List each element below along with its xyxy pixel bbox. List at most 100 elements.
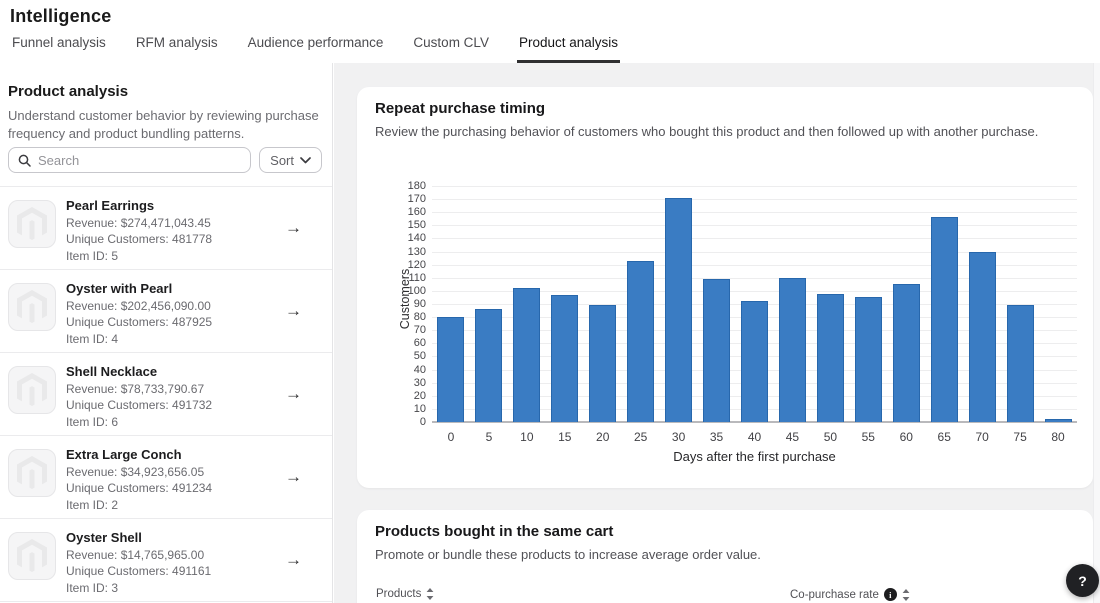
chart-gridline — [432, 212, 1077, 214]
search-input[interactable] — [38, 152, 242, 168]
arrow-right-icon[interactable]: → — [285, 384, 302, 403]
sidebar-title: Product analysis — [8, 83, 129, 100]
chart-bar[interactable] — [778, 277, 806, 422]
chart-y-tick-label: 90 — [413, 298, 426, 310]
chart-y-tick-label: 60 — [413, 337, 426, 350]
search-icon — [18, 154, 31, 167]
chart-y-tick-label: 120 — [407, 258, 426, 271]
chart-x-tick-label: 60 — [899, 430, 913, 444]
chart-x-tick-label: 75 — [1013, 430, 1027, 444]
tab-audience-performance[interactable]: Audience performance — [247, 35, 384, 50]
magento-logo-icon — [17, 539, 47, 572]
chart-bar[interactable] — [968, 251, 996, 422]
product-list-item[interactable]: Shell Necklace Revenue: $78,733,790.67 U… — [0, 353, 332, 436]
chart-bar[interactable] — [892, 284, 920, 422]
chart-x-tick-label: 10 — [520, 430, 534, 444]
page-title: Intelligence — [10, 6, 112, 26]
chart-y-tick-label: 80 — [413, 311, 426, 324]
chart-bar[interactable] — [475, 309, 503, 422]
cart-card-subtitle: Promote or bundle these products to incr… — [375, 547, 761, 562]
chart-bar[interactable] — [513, 288, 541, 422]
chart-bar[interactable] — [1006, 305, 1034, 422]
chart-x-tick-label: 30 — [671, 430, 686, 444]
chart-gridline — [432, 238, 1077, 240]
repeat-card-title: Repeat purchase timing — [375, 100, 546, 117]
search-input-wrapper[interactable] — [8, 147, 252, 173]
tab-bar: Funnel analysis RFM analysis Audience pe… — [10, 27, 621, 63]
product-item-id: Item ID: 2 — [66, 497, 119, 512]
product-name: Shell Necklace — [66, 364, 158, 379]
chart-x-tick-label: 5 — [485, 430, 493, 444]
product-name: Extra Large Conch — [66, 447, 182, 462]
chart-bar[interactable] — [551, 294, 579, 422]
chart-x-tick-label: 55 — [861, 430, 875, 444]
chart-gridline — [432, 225, 1077, 227]
sort-arrows-icon[interactable] — [426, 588, 434, 600]
repeat-purchase-bar-chart: 0 10 20 30 40 50 60 70 80 90 100 110 120 130 140 150 160… — [408, 180, 1077, 444]
arrow-right-icon[interactable]: → — [285, 218, 302, 237]
chart-bar[interactable] — [930, 217, 958, 422]
sort-button-label: Sort — [270, 152, 294, 168]
sort-button[interactable]: Sort — [259, 147, 322, 173]
tab-rfm-analysis[interactable]: RFM analysis — [135, 35, 218, 50]
chart-bar[interactable] — [703, 279, 731, 422]
arrow-right-icon[interactable]: → — [285, 550, 302, 569]
product-sidebar: Product analysis Understand customer beh… — [0, 63, 333, 603]
magento-logo-icon — [17, 456, 47, 489]
chart-gridline — [432, 277, 1077, 279]
tab-product-analysis[interactable]: Product analysis — [516, 27, 621, 63]
product-unique-customers: Unique Customers: 491234 — [66, 481, 213, 495]
info-icon[interactable]: i — [883, 588, 897, 601]
chart-y-tick-label: 170 — [407, 193, 426, 206]
column-header-co-purchase-rate[interactable]: Co-purchase rate i — [790, 588, 910, 601]
chart-x-tick-label: 25 — [633, 430, 648, 444]
chart-x-tick-label: 0 — [447, 430, 455, 444]
product-list-item[interactable]: Extra Large Conch Revenue: $34,923,656.0… — [0, 436, 332, 519]
chart-y-tick-label: 10 — [413, 402, 426, 415]
chart-bar[interactable] — [627, 260, 655, 422]
chart-x-tick-label: 45 — [785, 430, 800, 444]
tab-funnel-analysis[interactable]: Funnel analysis — [12, 35, 106, 50]
magento-logo-icon — [17, 290, 47, 323]
product-thumbnail-placeholder — [8, 283, 56, 331]
product-revenue: Revenue: $78,733,790.67 — [66, 381, 205, 396]
product-item-id: Item ID: 3 — [66, 580, 119, 595]
product-revenue: Revenue: $202,456,090.00 — [66, 298, 211, 313]
scrollbar-track[interactable] — [1093, 63, 1100, 603]
chart-y-tick-label: 30 — [413, 376, 426, 389]
product-list-item[interactable]: Oyster with Pearl Revenue: $202,456,090.… — [0, 270, 332, 353]
sort-arrows-icon[interactable] — [902, 588, 910, 601]
chart-bar[interactable] — [437, 317, 465, 422]
arrow-right-icon[interactable]: → — [285, 301, 302, 320]
chart-bar[interactable] — [589, 305, 617, 422]
same-cart-card: Products bought in the same cart Promote… — [357, 510, 1093, 603]
help-button[interactable]: ? — [1066, 564, 1099, 597]
chart-x-tick-label: 20 — [596, 430, 610, 444]
product-unique-customers: Unique Customers: 491732 — [66, 398, 213, 412]
tab-custom-clv[interactable]: Custom CLV — [413, 35, 489, 50]
chart-x-tick-label: 35 — [709, 430, 724, 444]
product-unique-customers: Unique Customers: 491161 — [66, 564, 212, 578]
chart-bar[interactable] — [854, 297, 882, 422]
product-thumbnail-placeholder — [8, 532, 56, 580]
chart-bar[interactable] — [1044, 419, 1072, 422]
product-list-item[interactable]: Pearl Earrings Revenue: $274,471,043.45 … — [0, 187, 332, 270]
chart-bar[interactable] — [665, 197, 693, 422]
chart-bar[interactable] — [741, 301, 768, 422]
chart-x-tick-label: 65 — [937, 430, 951, 444]
chart-x-tick-label: 80 — [1051, 430, 1065, 444]
main-content: Repeat purchase timing Review the purcha… — [334, 63, 1100, 603]
product-name: Oyster with Pearl — [66, 281, 173, 296]
product-thumbnail-placeholder — [8, 200, 56, 248]
product-item-id: Item ID: 4 — [66, 331, 119, 346]
arrow-right-icon[interactable]: → — [285, 467, 302, 486]
chart-y-tick-label: 40 — [413, 363, 426, 376]
sidebar-description: Understand customer behavior by reviewin… — [8, 108, 319, 141]
column-header-products[interactable]: Products — [376, 588, 434, 600]
sidebar-divider — [0, 186, 332, 187]
product-list-item[interactable]: Oyster Shell Revenue: $14,765,965.00 Uni… — [0, 519, 332, 602]
chart-bar[interactable] — [816, 293, 844, 422]
repeat-purchase-timing-card: Repeat purchase timing Review the purcha… — [357, 87, 1093, 488]
chart-y-tick-label: 20 — [413, 389, 426, 402]
chart-gridline — [432, 290, 1077, 292]
